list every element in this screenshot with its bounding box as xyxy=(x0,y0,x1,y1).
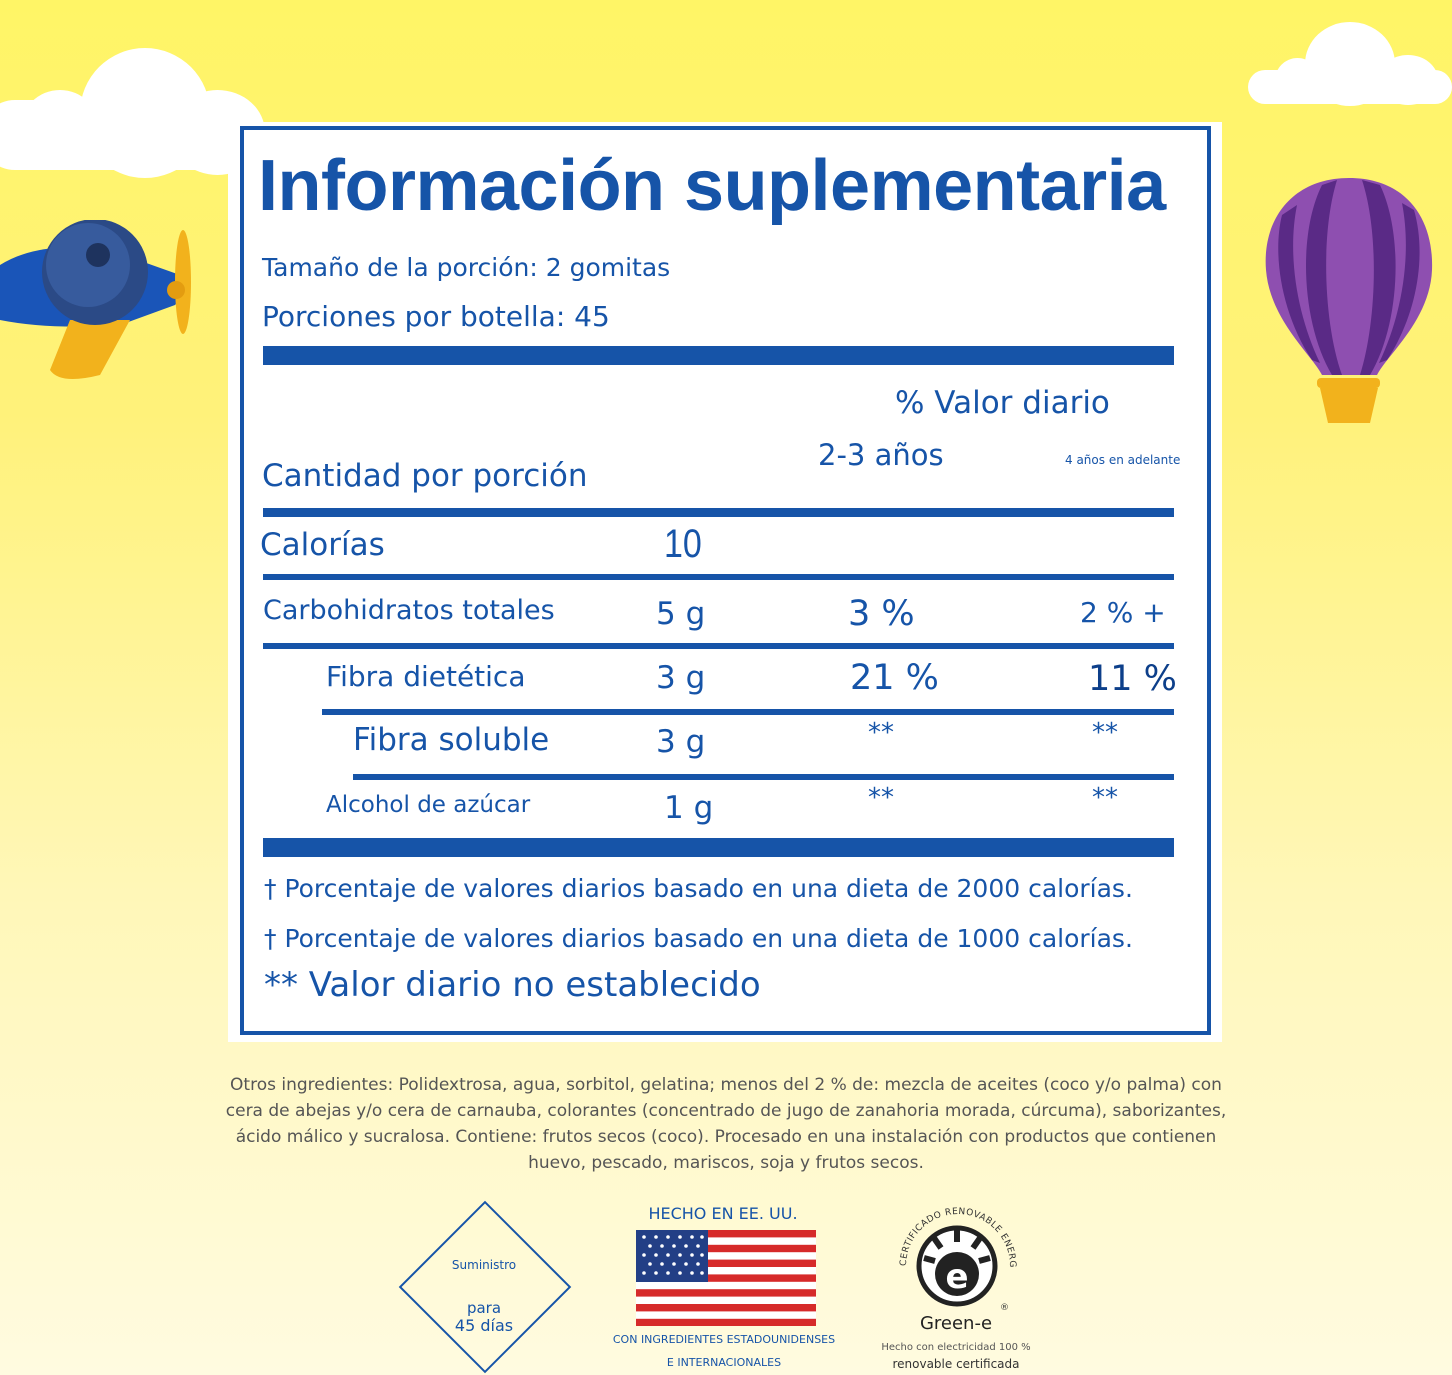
supply-bottom-text: 45 días xyxy=(454,1316,514,1335)
dv-2-3-carbohydrates: 3 % xyxy=(848,594,915,634)
dv-2-3-sugar-alcohol: ** xyxy=(868,783,894,813)
nutrient-amount-dietary-fiber: 3 g xyxy=(656,660,706,696)
nutrient-amount-sugar-alcohol: 1 g xyxy=(664,790,714,826)
age-column-4-plus: 4 años en adelante xyxy=(1065,453,1181,467)
dv-4plus-soluble-fiber: ** xyxy=(1092,718,1118,748)
age-column-2-3: 2-3 años xyxy=(818,438,944,472)
ingredients-line-2: cera de abejas y/o cera de carnauba, col… xyxy=(225,1101,1227,1121)
svg-text:®: ® xyxy=(1000,1303,1009,1313)
nutrient-amount-calories: 10 xyxy=(664,522,702,566)
nutrient-name-sugar-alcohol: Alcohol de azúcar xyxy=(326,792,531,818)
thick-divider-top xyxy=(263,346,1174,365)
dv-4plus-sugar-alcohol: ** xyxy=(1092,783,1118,813)
supply-days-badge: Suministro para 45 días xyxy=(398,1200,572,1374)
servings-per-bottle: Porciones por botella: 45 xyxy=(262,300,610,333)
footnote-1000-calories: † Porcentaje de valores diarios basado e… xyxy=(264,924,1133,953)
divider-row-1 xyxy=(263,574,1174,580)
usa-flag-icon xyxy=(636,1230,816,1326)
green-e-line-2: renovable certificada xyxy=(892,1357,1020,1371)
supply-mid-text: para xyxy=(466,1299,502,1317)
divider-row-3 xyxy=(322,709,1174,715)
blueberry-airplane-icon xyxy=(0,220,191,379)
ingredients-text: Otros ingredientes: Polidextrosa, agua, … xyxy=(176,1072,1276,1176)
green-e-name: Green-e xyxy=(919,1313,993,1334)
divider-row-4 xyxy=(353,774,1174,780)
nutrient-name-soluble-fiber: Fibra soluble xyxy=(353,722,550,758)
hot-air-balloon-icon xyxy=(1265,178,1433,423)
ingredients-line-4: huevo, pescado, mariscos, soja y frutos … xyxy=(528,1153,924,1173)
thick-divider-bottom xyxy=(263,838,1174,857)
dv-2-3-dietary-fiber: 21 % xyxy=(850,658,939,698)
daily-value-header: % Valor diario xyxy=(895,385,1110,421)
nutrient-name-calories: Calorías xyxy=(260,527,385,563)
dv-4plus-dietary-fiber: 11 % xyxy=(1088,659,1177,699)
supply-top-text: Suministro xyxy=(451,1258,517,1272)
svg-text:e: e xyxy=(945,1257,968,1297)
footnote-not-established: ** Valor diario no establecido xyxy=(264,965,761,1005)
nutrient-amount-carbohydrates: 5 g xyxy=(656,596,706,632)
green-e-line-1: Hecho con electricidad 100 % xyxy=(881,1342,1031,1353)
dv-4plus-carbohydrates: 2 % + xyxy=(1080,596,1166,629)
made-in-usa-line-2: E INTERNACIONALES xyxy=(666,1356,782,1369)
nutrient-name-dietary-fiber: Fibra dietética xyxy=(326,660,526,693)
footnote-2000-calories: † Porcentaje de valores diarios basado e… xyxy=(264,874,1133,903)
diamond-outline xyxy=(398,1200,572,1374)
made-in-usa-line-1: CON INGREDIENTES ESTADOUNIDENSES xyxy=(612,1333,836,1346)
nutrient-name-carbohydrates: Carbohidratos totales xyxy=(263,595,555,626)
ingredients-line-3: ácido málico y sucralosa. Contiene: frut… xyxy=(235,1127,1217,1147)
divider-header xyxy=(263,508,1174,517)
amount-per-serving-header: Cantidad por porción xyxy=(262,458,588,494)
supplement-facts-card xyxy=(228,122,1222,1042)
ingredients-line-1: Otros ingredientes: Polidextrosa, agua, … xyxy=(230,1075,1222,1095)
green-e-logo-icon: CERTIFICADO RENOVABLE ENERGY e ® xyxy=(888,1198,1017,1313)
serving-size: Tamaño de la porción: 2 gomitas xyxy=(262,253,671,282)
dv-2-3-soluble-fiber: ** xyxy=(868,718,894,748)
label-title: Información suplementaria xyxy=(258,146,1166,226)
supplement-facts-frame xyxy=(240,126,1211,1035)
made-in-usa-title: HECHO EN EE. UU. xyxy=(648,1204,798,1223)
nutrient-amount-soluble-fiber: 3 g xyxy=(656,724,706,760)
divider-row-2 xyxy=(263,643,1174,649)
